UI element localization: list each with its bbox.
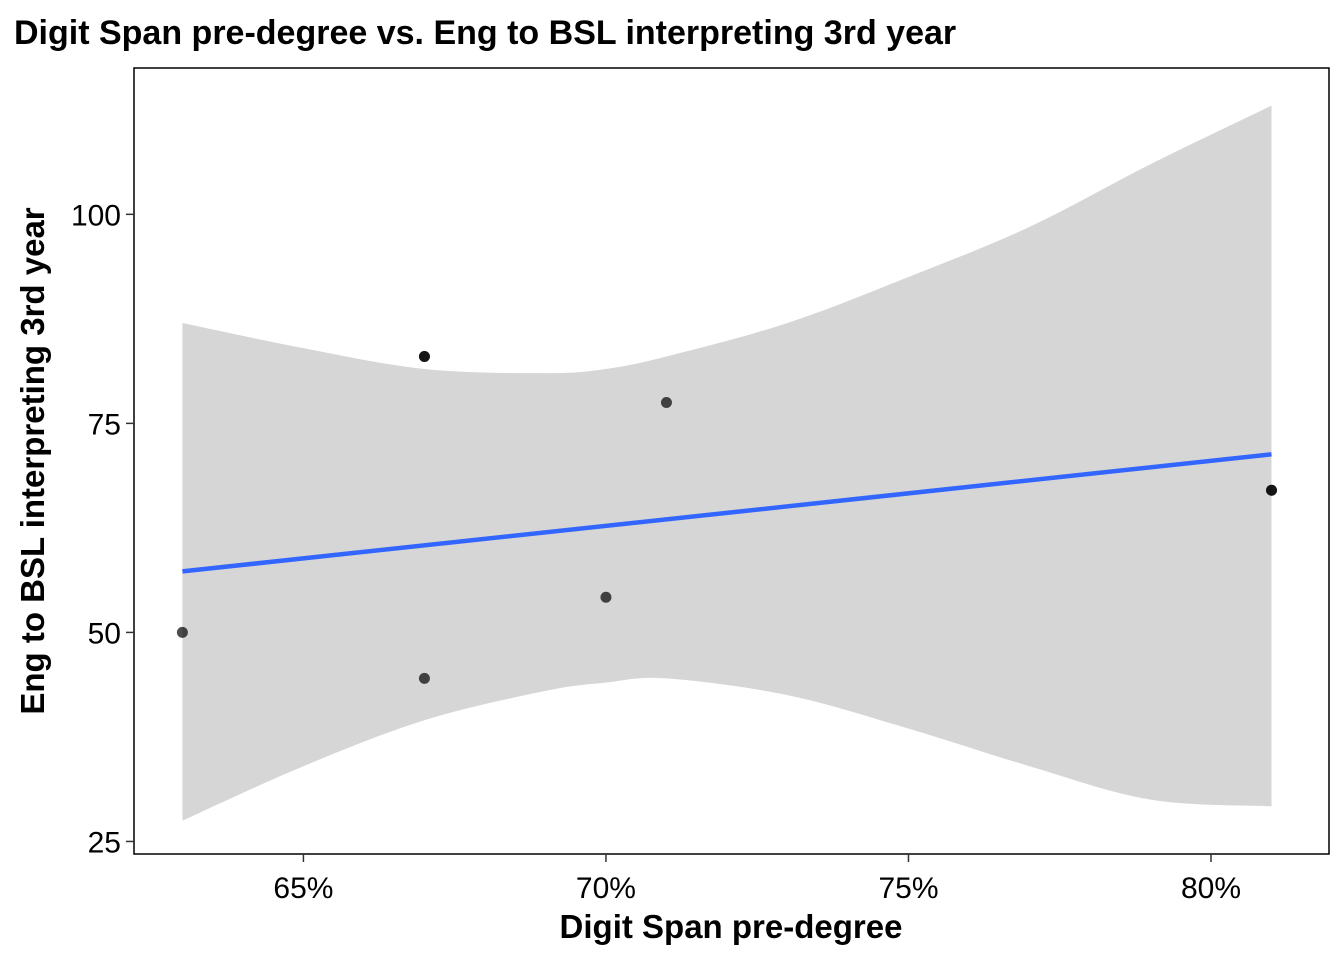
data-point — [660, 396, 672, 408]
plot-area — [176, 105, 1278, 821]
trend-line — [182, 452, 1272, 574]
x-axis-title: Digit Span pre-degree — [560, 908, 903, 945]
y-tick-label: 75 — [88, 408, 121, 441]
y-tick-label: 50 — [88, 617, 121, 650]
chart-title: Digit Span pre-degree vs. Eng to BSL int… — [14, 14, 956, 52]
axes: 65% 70% 75% 80% 25 50 75 100 — [71, 67, 1330, 905]
x-tick-label: 65% — [273, 872, 333, 905]
plot-frame — [133, 67, 1330, 855]
confidence-band — [182, 105, 1272, 821]
x-tick-label: 70% — [576, 872, 636, 905]
y-axis-title: Eng to BSL interpreting 3rd year — [14, 207, 51, 714]
data-point — [1266, 484, 1278, 496]
data-point — [176, 626, 188, 638]
data-point — [418, 672, 430, 684]
y-tick-label: 25 — [88, 826, 121, 859]
data-point — [418, 350, 430, 362]
x-tick-label: 75% — [878, 872, 938, 905]
data-point — [600, 591, 612, 603]
y-tick-label: 100 — [71, 199, 121, 232]
x-tick-label: 80% — [1181, 872, 1241, 905]
